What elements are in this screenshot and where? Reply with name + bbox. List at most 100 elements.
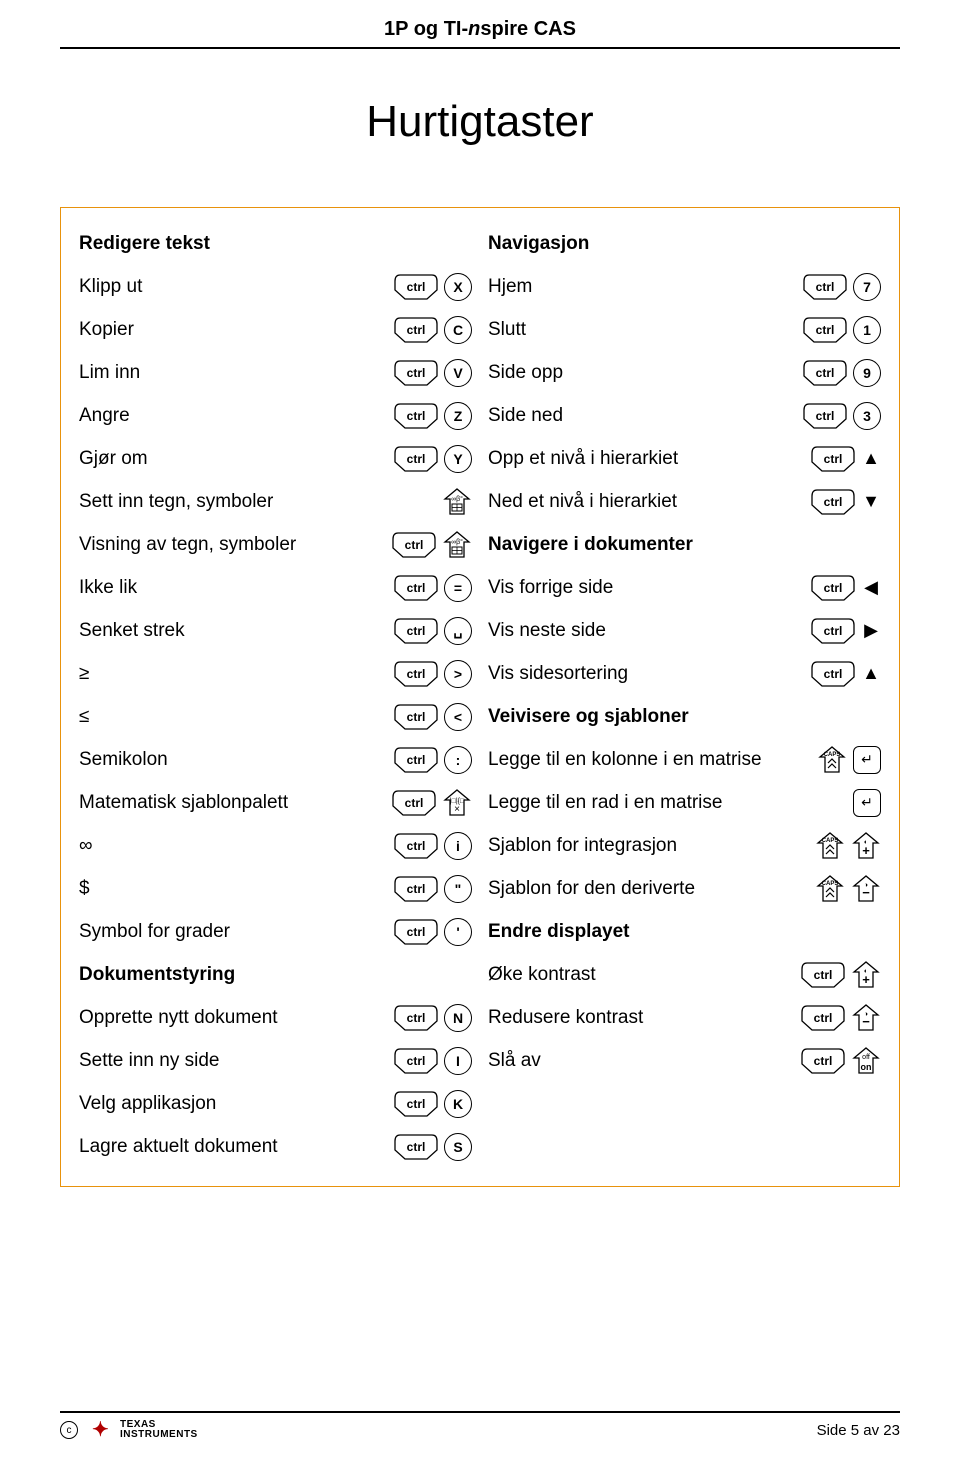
shortcut-row: Angre ctrl Z (79, 394, 472, 437)
key-cap-icon: 3 (853, 402, 881, 430)
shortcut-label: Ned et nivå i hierarkiet (488, 491, 811, 513)
svg-text:×: × (454, 804, 460, 815)
svg-text:ctrl: ctrl (816, 366, 835, 380)
ctrl-key-icon: ctrl (811, 661, 855, 687)
copyright-icon: c (60, 1421, 78, 1439)
svg-text:ctrl: ctrl (407, 452, 426, 466)
shortcut-row: Sjablon for integrasjon CAPS ◐ + (488, 824, 881, 867)
shortcut-keys: ctrl V (394, 359, 472, 387)
page: 1P og TI-nspire CAS Hurtigtaster Rediger… (0, 0, 960, 1465)
page-header: 1P og TI-nspire CAS (60, 18, 900, 41)
shortcut-keys: ctrl ' (394, 918, 472, 946)
section-label: Redigere tekst (79, 233, 472, 255)
ctrl-key-icon: ctrl (394, 274, 438, 300)
shortcut-keys: ctrl i (394, 832, 472, 860)
svg-text:ctrl: ctrl (407, 581, 426, 595)
section-heading: Navigere i dokumenter (488, 523, 881, 566)
svg-text:ctrl: ctrl (407, 882, 426, 896)
shortcut-keys: ctrl 9 (803, 359, 881, 387)
shortcut-keys: ctrl Y (394, 445, 472, 473)
shortcut-label: Lim inn (79, 362, 394, 384)
shortcut-keys: ctrl Z (394, 402, 472, 430)
ctrl-key-icon: ctrl (803, 360, 847, 386)
section-label: Navigasjon (488, 233, 881, 255)
shortcut-row: Vis forrige side ctrl ◀ (488, 566, 881, 609)
caps-key-icon: CAPS (815, 831, 845, 861)
shortcut-keys: ctrl ∞β° (392, 530, 472, 560)
svg-text:∞β°: ∞β° (451, 495, 463, 503)
key-cap-icon: : (444, 746, 472, 774)
svg-text:∞β°: ∞β° (451, 538, 463, 546)
page-footer: c ✦ TEXAS INSTRUMENTS Side 5 av 23 (60, 1411, 900, 1441)
ctrl-key-icon: ctrl (803, 317, 847, 343)
shortcut-label: Semikolon (79, 749, 394, 771)
shortcut-row: Vis sidesortering ctrl ▲ (488, 652, 881, 695)
shortcut-keys: CAPS ↵ (817, 745, 881, 775)
shortcut-keys: ctrl X (394, 273, 472, 301)
shortcut-label: Klipp ut (79, 276, 394, 298)
svg-text:ctrl: ctrl (407, 323, 426, 337)
svg-text:ctrl: ctrl (824, 667, 843, 681)
svg-text:ctrl: ctrl (824, 624, 843, 638)
ctrl-key-icon: ctrl (394, 618, 438, 644)
shortcut-label: Vis sidesortering (488, 663, 811, 685)
plus-key-icon: ◐ + (851, 960, 881, 990)
ctrl-key-icon: ctrl (394, 704, 438, 730)
shortcut-keys: ctrl > (394, 660, 472, 688)
enter-key-icon: ↵ (853, 746, 881, 774)
plus-key-icon: ◐ + (851, 831, 881, 861)
ctrl-key-icon: ctrl (803, 403, 847, 429)
key-cap-icon: < (444, 703, 472, 731)
shortcut-keys: ctrl ␣ (394, 617, 472, 645)
key-cap-icon: > (444, 660, 472, 688)
shortcut-row: Kopier ctrl C (79, 308, 472, 351)
arrow-icon: ▲ (861, 448, 881, 469)
shortcut-label: Senket strek (79, 620, 394, 642)
shortcut-keys: ctrl ▶ (811, 618, 881, 644)
section-label: Dokumentstyring (79, 964, 472, 986)
key-cap-icon: 9 (853, 359, 881, 387)
shortcuts-box: Redigere tekst Klipp ut ctrl X Kopier ctr… (60, 207, 900, 1187)
shortcut-keys: ctrl 1 (803, 316, 881, 344)
key-cap-icon: I (444, 1047, 472, 1075)
key-cap-icon: " (444, 875, 472, 903)
shortcut-label: Slutt (488, 319, 803, 341)
shortcut-label: Hjem (488, 276, 803, 298)
shortcut-keys: ctrl off on (801, 1046, 881, 1076)
shortcut-label: Sett inn tegn, symboler (79, 491, 442, 513)
ctrl-key-icon: ctrl (801, 962, 845, 988)
svg-text:ctrl: ctrl (824, 495, 843, 509)
key-cap-icon: N (444, 1004, 472, 1032)
svg-text:ctrl: ctrl (824, 581, 843, 595)
svg-text:ctrl: ctrl (407, 1097, 426, 1111)
svg-text:ctrl: ctrl (814, 1054, 833, 1068)
shortcut-keys: CAPS ◐ + (815, 831, 881, 861)
shortcut-keys: ↵ (853, 789, 881, 817)
enter-key-icon: ↵ (853, 789, 881, 817)
ctrl-key-icon: ctrl (394, 833, 438, 859)
shortcut-label: Øke kontrast (488, 964, 801, 986)
left-column: Redigere tekst Klipp ut ctrl X Kopier ctr… (79, 222, 472, 1168)
key-cap-icon: 7 (853, 273, 881, 301)
svg-text:ctrl: ctrl (816, 280, 835, 294)
shortcut-keys: ctrl |□|{□ × (392, 788, 472, 818)
svg-text:ctrl: ctrl (407, 1140, 426, 1154)
caps-key-icon: CAPS (817, 745, 847, 775)
catalog-key-icon: ∞β° (442, 487, 472, 517)
svg-text:ctrl: ctrl (407, 1011, 426, 1025)
shortcut-keys: ctrl N (394, 1004, 472, 1032)
svg-text:ctrl: ctrl (814, 1011, 833, 1025)
shortcut-label: Ikke lik (79, 577, 394, 599)
svg-text:−: − (862, 885, 870, 900)
right-column: Navigasjon Hjem ctrl 7Slutt ctrl 1Side o… (488, 222, 881, 1168)
svg-text:CAPS: CAPS (822, 881, 839, 887)
shortcut-keys: ctrl < (394, 703, 472, 731)
shortcut-row: $ ctrl " (79, 867, 472, 910)
section-label: Navigere i dokumenter (488, 534, 881, 556)
ctrl-key-icon: ctrl (811, 489, 855, 515)
svg-text:✦: ✦ (92, 1419, 109, 1441)
page-title: Hurtigtaster (60, 97, 900, 147)
ctrl-key-icon: ctrl (394, 919, 438, 945)
section-heading: Navigasjon (488, 222, 881, 265)
shortcut-keys: ctrl ◑ − (801, 1003, 881, 1033)
